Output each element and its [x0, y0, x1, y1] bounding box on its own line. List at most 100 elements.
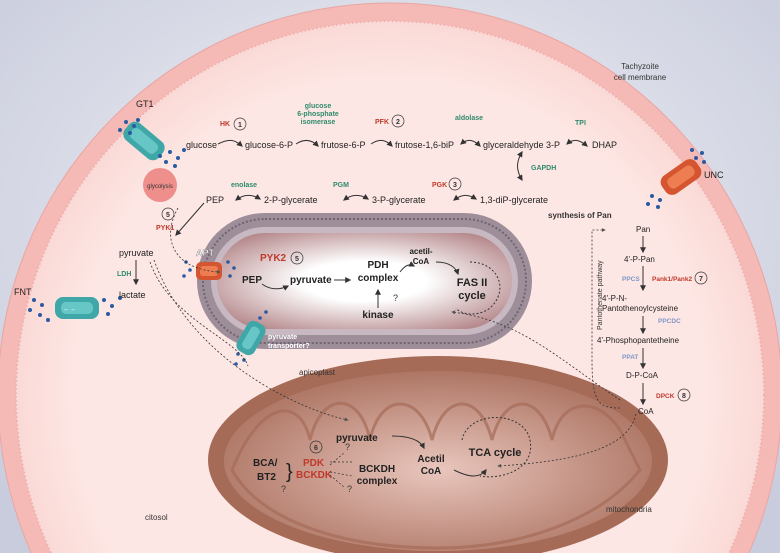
pantothenate-pathway-label: Pantothenate pathway: [597, 260, 604, 330]
pantothenate-pathway: synthesis of Pan Pantothenate pathway Pa…: [548, 211, 708, 416]
enzyme-enolase: enolase: [231, 182, 257, 189]
apicoplast-acetil-coa: CoA: [413, 257, 430, 266]
enzyme-pyk1: PYK1: [156, 225, 174, 232]
bckdh-complex: complex: [357, 476, 398, 487]
gt1-label: GT1: [136, 99, 154, 109]
enzyme-pgk: PGK: [432, 182, 447, 189]
step-number: 5: [295, 256, 299, 263]
metabolite-pyruvate: pyruvate: [119, 248, 154, 258]
membrane-label: Tachyzoite: [621, 62, 659, 71]
bracket-icon: }: [286, 461, 293, 483]
apicoplast-contents: PYK2 5 PEP pyruvate PDH complex acetil- …: [242, 247, 501, 377]
metabolite-glucose: glucose: [186, 140, 217, 150]
enzyme-ppcdc: PPCDC: [658, 318, 681, 325]
enzyme-hk: HK: [220, 121, 230, 128]
step-number: 8: [682, 393, 686, 400]
left-arrow-icon: ←←: [63, 306, 77, 313]
enzyme-ldh: LDH: [117, 271, 131, 278]
transport-paths: [149, 207, 637, 468]
metabolite-4-p-n: Pantothenoylcysteine: [602, 304, 679, 313]
enzyme-gpi: glucose: [305, 103, 332, 110]
pan-synthesis-title: synthesis of Pan: [548, 211, 612, 220]
enzyme-pdk: PDK: [303, 458, 325, 469]
enzyme-ppat: PPAT: [622, 354, 638, 361]
step-number: 6: [314, 445, 318, 452]
metabolite-lactate: lactate: [119, 290, 146, 300]
metabolite-2-p-glycerate: 2-P-glycerate: [264, 195, 318, 205]
metabolite-glucose-6-p: glucose-6-P: [245, 140, 293, 150]
question-mark: ?: [281, 484, 286, 494]
fas-ii-cycle: FAS II: [457, 277, 488, 289]
enzyme-ppcs: PPCS: [622, 276, 640, 283]
pdh-complex: complex: [358, 273, 399, 284]
metabolite-3-p-glycerate: 3-P-glycerate: [372, 195, 426, 205]
metabolite-frutose-1-6-bip: frutose-1,6-biP: [395, 140, 454, 150]
glycolysis-arrows: [133, 138, 588, 286]
unc-label: UNC: [704, 170, 724, 180]
glycolysis-metabolites: glucose glucose-6-P frutose-6-P frutose-…: [119, 140, 617, 300]
enzyme-dpck: DPCK: [656, 393, 675, 400]
question-mark: ?: [347, 484, 352, 494]
fnt-label: FNT: [14, 287, 32, 297]
metabolite-pep: PEP: [206, 195, 224, 205]
metabolite-d-p-coa: D-P-CoA: [626, 371, 659, 380]
citosol-label: citosol: [145, 513, 168, 522]
metabolite-1-3-dip-glycerate: 1,3-diP-glycerate: [480, 195, 548, 205]
pdh-complex: PDH: [367, 260, 388, 271]
mito-acetil-coa: CoA: [421, 466, 442, 477]
apicoplast-acetil-coa: acetil-: [409, 247, 432, 256]
mitochondria-contents: pyruvate Acetil CoA TCA cycle BCA/ BT2 }…: [253, 417, 652, 514]
tca-cycle: TCA cycle: [469, 447, 522, 459]
pyruvate-transporter-label: transporter?: [268, 343, 310, 350]
metabolite-4-p-pan: 4'-P-Pan: [624, 255, 655, 264]
fnt-transporter[interactable]: FNT ←←: [14, 287, 122, 322]
glycolysis-enzymes: HK 1 glucose 6-phosphate isomerase PFK 2…: [117, 103, 586, 278]
step-number: 3: [453, 182, 457, 189]
kinase-label: kinase: [362, 310, 394, 321]
enzyme-tpi: TPI: [575, 120, 586, 127]
enzyme-bckdk: BCKDK: [296, 470, 333, 481]
metabolite-glyceraldehyde-3-p: glyceraldehyde 3-P: [483, 140, 560, 150]
enzyme-pgm: PGM: [333, 182, 349, 189]
mito-pyruvate: pyruvate: [336, 433, 378, 444]
enzyme-gapdh: GAPDH: [531, 165, 556, 172]
pyruvate-transporter-label: pyruvate: [268, 334, 297, 341]
bckdh-complex: BCKDH: [359, 464, 395, 475]
metabolite-4-p-n: 4'-P-N-: [602, 294, 627, 303]
metabolite-dhap: DHAP: [592, 140, 617, 150]
gt1-transporter[interactable]: GT1: [118, 99, 186, 168]
svg-text:glycolysis: glycolysis: [147, 184, 173, 190]
step-number: 1: [238, 122, 242, 129]
metabolite-frutose-6-p: frutose-6-P: [321, 140, 366, 150]
apt-label: APT: [196, 248, 215, 258]
bca-bt2: BT2: [257, 472, 276, 483]
mitochondrion: [208, 356, 668, 553]
glycolysis-badge: glycolysis: [143, 168, 177, 202]
mito-acetil-coa: Acetil: [417, 454, 444, 465]
enzyme-gpi: 6-phosphate: [297, 111, 339, 118]
mitochondria-label: mitochondria: [606, 505, 652, 514]
enzyme-pyk2: PYK2: [260, 253, 287, 264]
step-number: 2: [396, 119, 400, 126]
enzyme-pfk: PFK: [375, 119, 389, 126]
question-mark: ?: [393, 293, 398, 303]
unc-transporter[interactable]: UNC: [646, 148, 724, 209]
apicoplast-pyruvate: pyruvate: [290, 275, 332, 286]
enzyme-pank: Pank1/Pank2: [652, 276, 692, 283]
enzyme-aldolase: aldolase: [455, 115, 483, 122]
membrane-label: cell membrane: [614, 73, 667, 82]
metabolite-pan: Pan: [636, 225, 650, 234]
question-mark: ?: [345, 442, 350, 452]
step-number: 5: [166, 212, 170, 219]
bca-bt2: BCA/: [253, 458, 278, 469]
enzyme-gpi: isomerase: [301, 119, 336, 126]
step-number: 7: [699, 276, 703, 283]
apicoplast-label: apicoplast: [299, 368, 336, 377]
metabolite-4-phosphopantetheine: 4'-Phosphopantetheine: [597, 336, 680, 345]
fas-ii-cycle: cycle: [458, 290, 486, 302]
metabolite-coa: CoA: [638, 407, 654, 416]
pyruvate-transporter[interactable]: pyruvate transporter?: [234, 310, 310, 366]
apicoplast-pep: PEP: [242, 275, 262, 286]
